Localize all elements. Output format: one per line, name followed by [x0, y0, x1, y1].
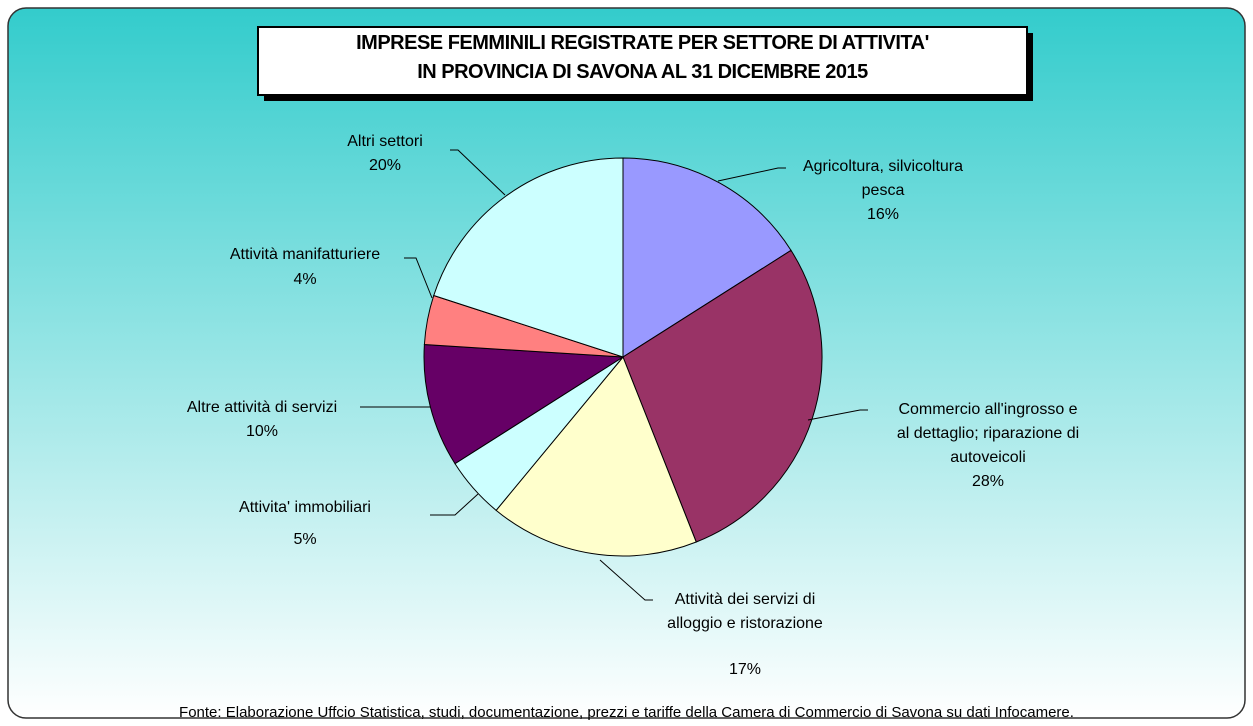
pie-slice [433, 157, 624, 358]
data-label: 20% [368, 157, 402, 174]
leader-line [807, 409, 868, 421]
pie-slice [622, 249, 823, 543]
data-label: 17% [728, 661, 762, 678]
title-box [257, 26, 1028, 96]
leader-line [717, 167, 786, 182]
data-label: 16% [866, 206, 900, 223]
data-label: 10% [245, 423, 279, 440]
chart-title: IMPRESE FEMMINILI REGISTRATE PER SETTORE… [356, 32, 929, 83]
leader-line [404, 257, 433, 299]
pie-slice [423, 343, 625, 465]
slice-label: Attivita' immobiliari [239, 499, 371, 516]
source-note: Fonte: Elaborazione Uffcio Statistica, s… [179, 704, 1074, 721]
pie-slice [622, 157, 792, 358]
pie-slice [495, 356, 697, 557]
slice-label: Attività manifatturiere [229, 246, 381, 263]
pie [423, 157, 823, 557]
leader-lines [360, 149, 868, 601]
leader-line [430, 493, 479, 516]
data-label: 4% [293, 271, 317, 288]
data-label: 5% [293, 531, 317, 548]
slice-label: Attività dei servizi di alloggio e risto… [667, 591, 823, 632]
slice-label: Altri settori [347, 133, 423, 150]
data-label: 28% [971, 473, 1005, 490]
slice-label: Agricoltura, silvicoltura pesca [802, 158, 964, 199]
leader-line [450, 149, 506, 196]
slice-label: Commercio all'ingrosso e al dettaglio; r… [896, 401, 1080, 466]
leader-line [599, 559, 653, 601]
slice-label: Altre attività di servizi [186, 399, 338, 416]
